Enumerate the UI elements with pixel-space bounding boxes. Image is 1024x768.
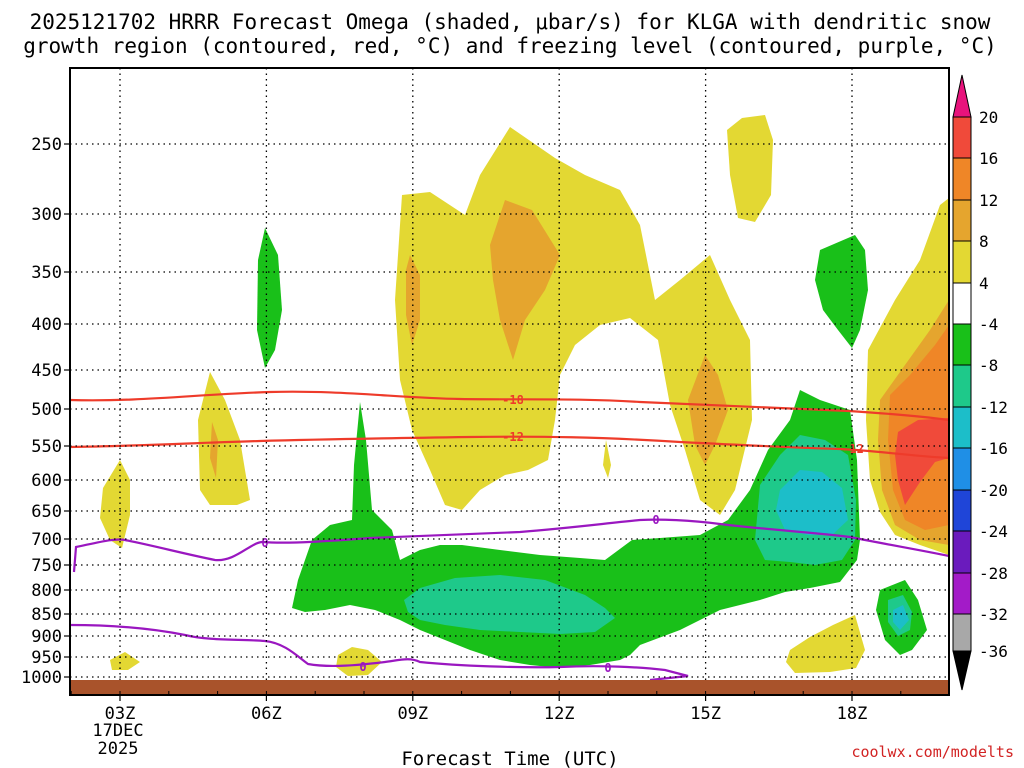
- colorbar-segment: [952, 572, 972, 615]
- y-tick-650: 650: [31, 502, 62, 522]
- omega-negative-12-16: [776, 470, 909, 630]
- contour-labels: -18 -12 -12 0 0 0 0: [261, 393, 863, 675]
- y-tick-450: 450: [31, 361, 62, 381]
- colorbar-segment: [952, 323, 972, 366]
- x-tick-09Z: 09Z: [397, 704, 428, 724]
- y-tick-850: 850: [31, 605, 62, 625]
- y-tick-800: 800: [31, 581, 62, 601]
- chart-title-line1: 2025121702 HRRR Forecast Omega (shaded, …: [30, 10, 991, 34]
- ground-surface-bar: [70, 680, 949, 695]
- colorbar-label-20: 20: [979, 108, 998, 127]
- contour-zero-lower: [69, 623, 689, 682]
- label-minus12-a: -12: [502, 430, 524, 444]
- colorbar-label--24: -24: [979, 522, 1008, 541]
- y-tick-350: 350: [31, 263, 62, 283]
- colorbar-segment: [952, 116, 972, 159]
- colorbar-bottom-arrow: [952, 650, 972, 691]
- y-tick-500: 500: [31, 400, 62, 420]
- x-tick-15Z: 15Z: [690, 704, 721, 724]
- colorbar-label--36: -36: [979, 642, 1008, 661]
- colorbar-segment: [952, 406, 972, 449]
- y-tick-400: 400: [31, 315, 62, 335]
- x-tick-03Z: 03Z: [105, 704, 136, 724]
- y-tick-1000: 1000: [21, 668, 62, 688]
- grid-lines: [70, 68, 949, 695]
- y-axis: 2503003504004505005506006507007508008509…: [21, 135, 70, 688]
- colorbar-segment: [952, 157, 972, 201]
- colorbar-segment: [952, 530, 972, 574]
- colorbar-label--4: -4: [979, 315, 998, 334]
- colorbar-label--32: -32: [979, 605, 1008, 624]
- contour-minus18: [69, 390, 950, 422]
- colorbar-segment: [952, 199, 972, 242]
- colorbar-label--12: -12: [979, 398, 1008, 417]
- colorbar-segment: [952, 489, 972, 532]
- y-tick-550: 550: [31, 437, 62, 457]
- colorbar-label--8: -8: [979, 356, 998, 375]
- label-minus12-b: -12: [842, 442, 864, 456]
- colorbar-label--28: -28: [979, 564, 1008, 583]
- freezing-level-contours: [69, 518, 950, 682]
- x-date-line2: 2025: [98, 739, 139, 759]
- colorbar-segment: [952, 613, 972, 652]
- y-tick-750: 750: [31, 556, 62, 576]
- label-minus18: -18: [502, 393, 524, 407]
- y-tick-950: 950: [31, 648, 62, 668]
- colorbar-label--20: -20: [979, 481, 1008, 500]
- colorbar: 20 16 12 8 4 -4 -8 -12 -16 -20 -24 -28 -32 -36: [952, 74, 1008, 691]
- omega-positive-16-20: [895, 418, 949, 505]
- y-tick-250: 250: [31, 135, 62, 155]
- x-axis: 03Z 06Z 09Z 12Z 15Z 18Z: [70, 691, 902, 724]
- x-tick-18Z: 18Z: [837, 704, 868, 724]
- chart-title-line2: growth region (contoured, red, °C) and f…: [23, 34, 997, 58]
- x-date-line1: 17DEC: [92, 721, 143, 741]
- contour-minus12: [69, 435, 950, 460]
- colorbar-label-4: 4: [979, 274, 989, 293]
- colorbar-segment: [952, 282, 972, 325]
- colorbar-label-8: 8: [979, 232, 989, 251]
- label-zero-b: 0: [652, 513, 659, 527]
- colorbar-segment: [952, 240, 972, 284]
- y-tick-600: 600: [31, 471, 62, 491]
- credit-text: coolwx.com/modelts: [851, 743, 1014, 761]
- label-zero-d: 0: [604, 661, 611, 675]
- x-tick-12Z: 12Z: [544, 704, 575, 724]
- x-tick-06Z: 06Z: [251, 704, 282, 724]
- y-tick-700: 700: [31, 530, 62, 550]
- label-zero-a: 0: [261, 536, 268, 550]
- colorbar-label-16: 16: [979, 149, 998, 168]
- colorbar-label--16: -16: [979, 439, 1008, 458]
- colorbar-top-arrow: [952, 74, 972, 118]
- label-zero-c: 0: [359, 660, 366, 674]
- y-tick-300: 300: [31, 205, 62, 225]
- x-axis-title: Forecast Time (UTC): [401, 748, 618, 768]
- plot-frame: [69, 67, 950, 696]
- colorbar-segment: [952, 447, 972, 491]
- plot-area: -18 -12 -12 0 0 0 0: [69, 67, 950, 696]
- colorbar-label-12: 12: [979, 191, 998, 210]
- colorbar-segment: [952, 364, 972, 408]
- dendritic-contours: [69, 390, 950, 460]
- y-tick-900: 900: [31, 627, 62, 647]
- contour-zero-upper: [72, 518, 950, 573]
